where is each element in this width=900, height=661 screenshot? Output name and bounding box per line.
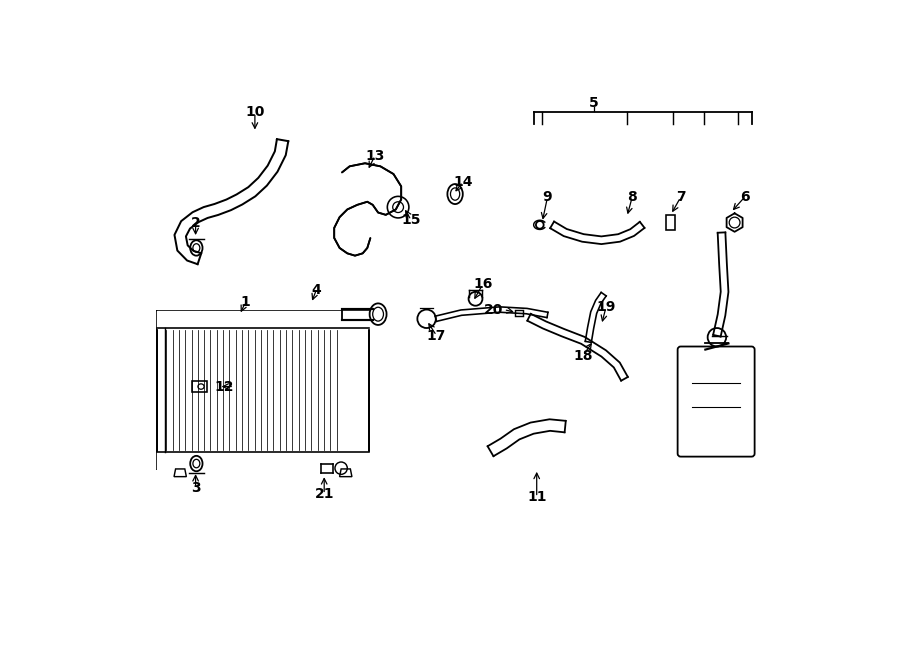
Text: 6: 6 <box>740 190 750 204</box>
Text: 8: 8 <box>627 190 637 204</box>
Text: 13: 13 <box>365 149 384 163</box>
Text: 2: 2 <box>191 215 201 229</box>
Polygon shape <box>174 469 186 477</box>
Text: 15: 15 <box>401 214 421 227</box>
Text: 5: 5 <box>589 97 598 110</box>
Text: 19: 19 <box>597 300 616 314</box>
Text: 18: 18 <box>573 349 593 363</box>
Text: 4: 4 <box>311 282 321 297</box>
Text: 12: 12 <box>214 379 234 393</box>
FancyBboxPatch shape <box>515 309 523 316</box>
Text: 17: 17 <box>427 329 446 343</box>
Text: 7: 7 <box>676 190 686 204</box>
FancyBboxPatch shape <box>666 215 675 230</box>
Text: 3: 3 <box>191 481 201 495</box>
Text: 1: 1 <box>241 295 250 309</box>
Text: 10: 10 <box>245 106 265 120</box>
Text: 11: 11 <box>527 490 546 504</box>
FancyBboxPatch shape <box>192 381 207 392</box>
Text: 20: 20 <box>484 303 504 317</box>
Text: 14: 14 <box>453 175 472 189</box>
Text: 21: 21 <box>314 487 334 501</box>
Polygon shape <box>339 469 352 477</box>
Text: 16: 16 <box>473 277 492 291</box>
Text: 9: 9 <box>543 190 553 204</box>
FancyBboxPatch shape <box>678 346 754 457</box>
